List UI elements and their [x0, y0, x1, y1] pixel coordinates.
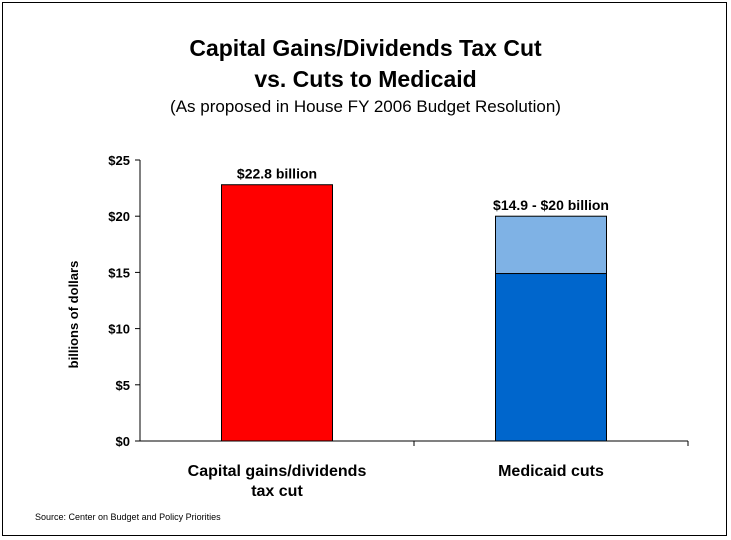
bar-segment [495, 273, 607, 442]
chart-title: Capital Gains/Dividends Tax Cut [189, 35, 542, 61]
bar-segment [495, 215, 607, 275]
y-tick-label: $15 [108, 265, 130, 280]
category-label: Medicaid cuts [498, 463, 604, 480]
chart-subtitle: (As proposed in House FY 2006 Budget Res… [170, 97, 561, 116]
y-tick-label: $10 [108, 322, 130, 337]
y-tick-label: $20 [108, 209, 130, 224]
y-tick-label: $5 [116, 378, 130, 393]
data-label: $14.9 - $20 billion [493, 197, 609, 213]
bar-segment [221, 184, 333, 442]
source-note: Source: Center on Budget and Policy Prio… [35, 512, 221, 522]
chart-title-line2: vs. Cuts to Medicaid [254, 66, 477, 92]
category-label: Capital gains/dividends [188, 463, 367, 480]
data-label: $22.8 billion [237, 166, 317, 182]
category-label: tax cut [251, 483, 303, 500]
y-tick-label: $0 [116, 434, 130, 449]
y-tick-label: $25 [108, 153, 130, 168]
plot-area: $0 $5 $10 $15 $20 $25 billions of dollars $22.8… [66, 153, 689, 500]
y-axis-label: billions of dollars [66, 261, 81, 369]
